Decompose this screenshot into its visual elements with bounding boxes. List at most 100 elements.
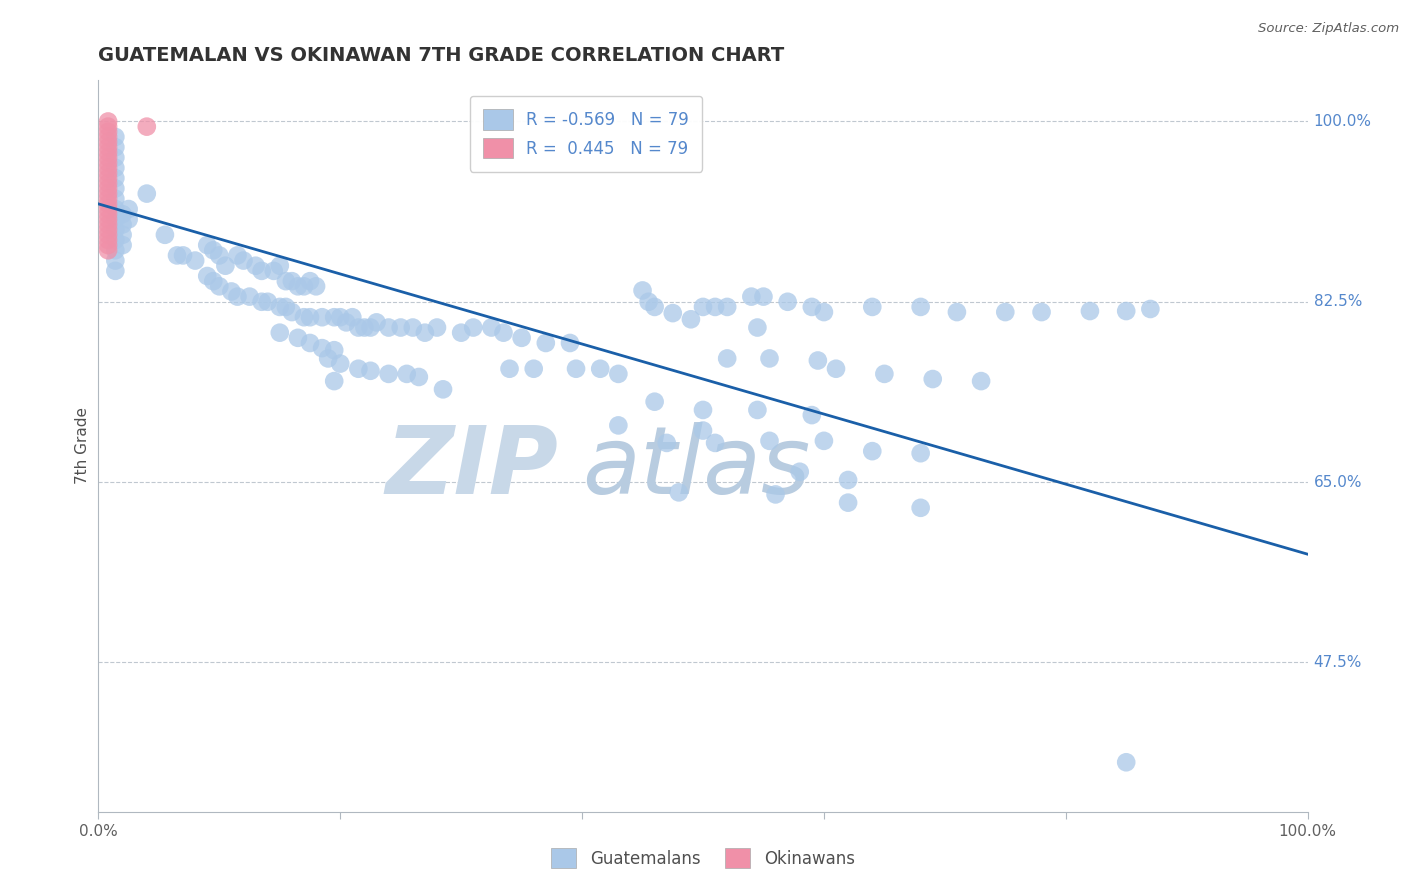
Point: [1139, 301, 1161, 316]
Point: [111, 207, 134, 221]
Text: 82.5%: 82.5%: [1313, 294, 1362, 310]
Point: [104, 151, 127, 165]
Point: [323, 310, 346, 325]
Point: [413, 326, 436, 340]
Point: [202, 244, 225, 258]
Point: [292, 279, 315, 293]
Point: [565, 361, 588, 376]
Point: [655, 436, 678, 450]
Point: [994, 305, 1017, 319]
Point: [366, 315, 388, 329]
Point: [97, 218, 120, 232]
Point: [910, 300, 932, 314]
Point: [104, 130, 127, 145]
Point: [704, 300, 727, 314]
Point: [716, 300, 738, 314]
Point: [316, 351, 339, 366]
Point: [607, 367, 630, 381]
Point: [1078, 304, 1101, 318]
Point: [534, 336, 557, 351]
Point: [104, 140, 127, 154]
Point: [342, 310, 364, 325]
Point: [498, 361, 520, 376]
Point: [558, 336, 581, 351]
Text: 47.5%: 47.5%: [1313, 655, 1362, 670]
Point: [323, 343, 346, 358]
Point: [481, 320, 503, 334]
Point: [910, 446, 932, 460]
Point: [704, 436, 727, 450]
Point: [111, 218, 134, 232]
Point: [111, 238, 134, 252]
Point: [450, 326, 472, 340]
Point: [104, 202, 127, 216]
Point: [135, 186, 157, 201]
Point: [221, 285, 243, 299]
Point: [402, 320, 425, 334]
Point: [97, 212, 120, 227]
Point: [97, 202, 120, 216]
Point: [637, 294, 659, 309]
Point: [873, 367, 896, 381]
Point: [813, 434, 835, 448]
Point: [118, 202, 141, 216]
Point: [256, 294, 278, 309]
Point: [426, 320, 449, 334]
Point: [97, 181, 120, 195]
Point: [104, 244, 127, 258]
Point: [104, 222, 127, 236]
Point: [311, 310, 333, 325]
Text: ZIP: ZIP: [385, 422, 558, 514]
Point: [269, 259, 291, 273]
Point: [239, 290, 262, 304]
Point: [1115, 304, 1137, 318]
Point: [97, 155, 120, 169]
Point: [747, 320, 769, 334]
Point: [111, 227, 134, 242]
Point: [747, 403, 769, 417]
Point: [195, 238, 218, 252]
Point: [97, 233, 120, 247]
Point: [607, 418, 630, 433]
Legend: Guatemalans, Okinawans: Guatemalans, Okinawans: [543, 839, 863, 877]
Point: [644, 300, 666, 314]
Point: [292, 310, 315, 325]
Point: [813, 305, 835, 319]
Point: [287, 331, 309, 345]
Point: [97, 125, 120, 139]
Text: 100.0%: 100.0%: [1313, 114, 1372, 129]
Point: [97, 186, 120, 201]
Point: [800, 408, 823, 422]
Text: GUATEMALAN VS OKINAWAN 7TH GRADE CORRELATION CHART: GUATEMALAN VS OKINAWAN 7TH GRADE CORRELA…: [98, 45, 785, 65]
Point: [104, 181, 127, 195]
Point: [523, 361, 546, 376]
Point: [377, 367, 399, 381]
Point: [104, 253, 127, 268]
Point: [492, 326, 515, 340]
Point: [226, 290, 249, 304]
Point: [807, 353, 830, 368]
Point: [668, 485, 690, 500]
Point: [269, 326, 291, 340]
Point: [395, 367, 418, 381]
Point: [97, 151, 120, 165]
Point: [389, 320, 412, 334]
Point: [97, 171, 120, 186]
Point: [752, 290, 775, 304]
Point: [311, 341, 333, 355]
Point: [644, 394, 666, 409]
Point: [104, 161, 127, 175]
Point: [97, 238, 120, 252]
Point: [97, 120, 120, 134]
Point: [946, 305, 969, 319]
Point: [97, 244, 120, 258]
Point: [274, 274, 297, 288]
Point: [97, 145, 120, 160]
Text: atlas: atlas: [582, 423, 810, 514]
Point: [758, 351, 780, 366]
Point: [104, 192, 127, 206]
Point: [716, 351, 738, 366]
Point: [250, 264, 273, 278]
Point: [825, 361, 848, 376]
Point: [1031, 305, 1053, 319]
